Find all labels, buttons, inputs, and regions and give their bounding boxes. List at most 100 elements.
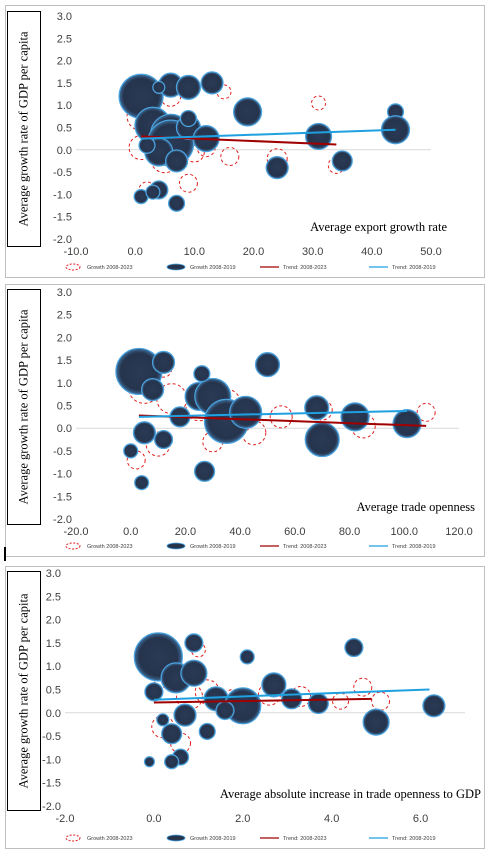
bubble-2008-2019 (331, 150, 353, 172)
bubble-2008-2023 (216, 84, 232, 100)
scatter-chart-3: 3.0 2.5 2.0 1.5 1.0 0.5 0.0 -0.5 -1.0 -1.5 -2.0-2.… (42, 568, 481, 842)
bubble-2008-2019 (239, 649, 255, 665)
legend-label: Growth 2008-2023 (87, 836, 133, 842)
x-tick-label: 80.0 (339, 526, 360, 538)
y-tick-label: 1.5 (46, 638, 61, 650)
bubble-2008-2019 (143, 756, 156, 768)
y-tick-label: 2.0 (57, 56, 72, 68)
y-tick-label: 3.0 (57, 11, 72, 23)
x-axis-title: Average trade openness (357, 500, 476, 514)
x-tick-label: 20.0 (243, 246, 264, 258)
legend-symbol-dashed (65, 834, 81, 842)
y-tick-label: 1.0 (57, 378, 72, 390)
legend-label: Growth 2008-2019 (190, 265, 236, 271)
bubble-2008-2019 (164, 149, 189, 173)
x-tick-label: 10.0 (184, 246, 205, 258)
x-tick-label: 100.0 (391, 526, 419, 538)
y-tick-label: 2.5 (46, 591, 61, 603)
bubble-2008-2019 (153, 429, 174, 450)
bubble-2008-2019 (422, 694, 446, 718)
bubble-2008-2019 (261, 672, 287, 698)
bubble-2008-2019 (198, 722, 216, 741)
chart-frame (5, 566, 485, 849)
y-tick-label: 3.0 (46, 568, 61, 580)
bubble-2008-2023 (220, 146, 240, 166)
y-tick-label: 2.0 (57, 332, 72, 344)
bubble-2008-2019 (145, 184, 161, 200)
x-tick-label: -2.0 (56, 813, 75, 825)
x-axis-title: Average export growth rate (310, 220, 447, 234)
bubble-2008-2019 (340, 402, 370, 432)
legend-symbol-bubble (166, 834, 186, 842)
legend-label: Growth 2008-2023 (87, 544, 133, 550)
y-tick-label: 1.5 (57, 355, 72, 367)
x-tick-label: 0.0 (146, 813, 161, 825)
legend-label: Trend: 2008-2019 (392, 544, 436, 550)
bubble-2008-2019 (134, 475, 150, 491)
bubble-2008-2019 (193, 365, 211, 383)
bubble-2008-2019 (184, 633, 204, 653)
bubble-2008-2023 (332, 692, 350, 710)
y-tick-label: 0.0 (57, 145, 72, 157)
y-tick-label: -2.0 (53, 514, 72, 526)
trend-line-2008-2023 (138, 414, 427, 427)
trend-line-2008-2019 (153, 688, 430, 701)
legend-label: Growth 2008-2019 (190, 836, 236, 842)
y-tick-label: -0.5 (53, 167, 72, 179)
bubble-2008-2019 (232, 97, 263, 127)
bubble-2008-2019 (281, 688, 303, 710)
y-tick-label: 0.0 (46, 708, 61, 720)
y-tick-label: 0.5 (46, 685, 61, 697)
y-tick-label: -0.5 (42, 731, 61, 743)
bubble-2008-2019 (362, 708, 390, 736)
bubble-2008-2023 (371, 691, 391, 711)
legend-label: Trend: 2008-2019 (392, 836, 436, 842)
y-tick-label: 0.5 (57, 401, 72, 413)
trend-line-2008-2019 (138, 409, 408, 418)
bubble-2008-2023 (311, 95, 327, 111)
x-tick-label: 50.0 (420, 246, 441, 258)
legend-label: Trend: 2008-2019 (392, 265, 436, 271)
bubble-2008-2019 (254, 352, 281, 378)
legend-label: Trend: 2008-2023 (283, 265, 327, 271)
bubble-2008-2023 (178, 173, 198, 193)
legend-symbol-dashed (65, 263, 81, 271)
bubble-2008-2023 (126, 450, 146, 470)
bubble-2008-2019 (200, 71, 224, 95)
bubble-2008-2023 (266, 148, 288, 170)
x-tick-label: -10.0 (63, 246, 88, 258)
bubble-2008-2019 (144, 682, 164, 702)
bubble-2008-2019 (123, 443, 139, 459)
y-tick-label: 0.0 (57, 423, 72, 435)
bubble-2008-2019 (304, 122, 333, 151)
bubble-2008-2019 (215, 700, 235, 721)
y-tick-label: -0.5 (53, 446, 72, 458)
y-tick-label: 2.5 (57, 310, 72, 322)
legend-symbol-bubble (166, 542, 186, 550)
x-tick-label: 0.0 (128, 246, 143, 258)
y-tick-label: -1.0 (42, 754, 61, 766)
x-tick-label: 20.0 (175, 526, 196, 538)
bubble-2008-2019 (175, 74, 202, 100)
chart-frame (5, 284, 485, 557)
chart-frame (5, 5, 485, 278)
y-tick-label: 1.0 (57, 100, 72, 112)
x-tick-label: 0.0 (123, 526, 138, 538)
y-axis-title-box: Average growth rate of GDP per capita (7, 11, 41, 247)
bubble-2008-2019 (229, 395, 263, 429)
bubble-2008-2019 (265, 156, 289, 180)
chart-panel-2: Average growth rate of GDP per capita 3.… (5, 284, 485, 557)
bubble-2008-2019 (151, 350, 176, 374)
scatter-chart-2: 3.0 2.5 2.0 1.5 1.0 0.5 0.0 -0.5 -1.0 -1.5 -2.0-20… (53, 287, 476, 550)
legend-symbol-dashed (65, 542, 81, 550)
y-tick-label: -2.0 (42, 801, 61, 813)
y-tick-label: 3.0 (57, 287, 72, 299)
scatter-chart-1: 3.0 2.5 2.0 1.5 1.0 0.5 0.0 -0.5 -1.0 -1.5 -2.0-10… (53, 11, 447, 271)
y-axis-title-box: Average growth rate of GDP per capita (7, 571, 41, 811)
page-marker (4, 547, 6, 561)
bubble-2008-2023 (416, 402, 436, 422)
bubble-2008-2023 (269, 405, 293, 429)
x-tick-label: 4.0 (324, 813, 339, 825)
x-tick-label: 6.0 (413, 813, 428, 825)
y-tick-label: 2.0 (46, 615, 61, 627)
